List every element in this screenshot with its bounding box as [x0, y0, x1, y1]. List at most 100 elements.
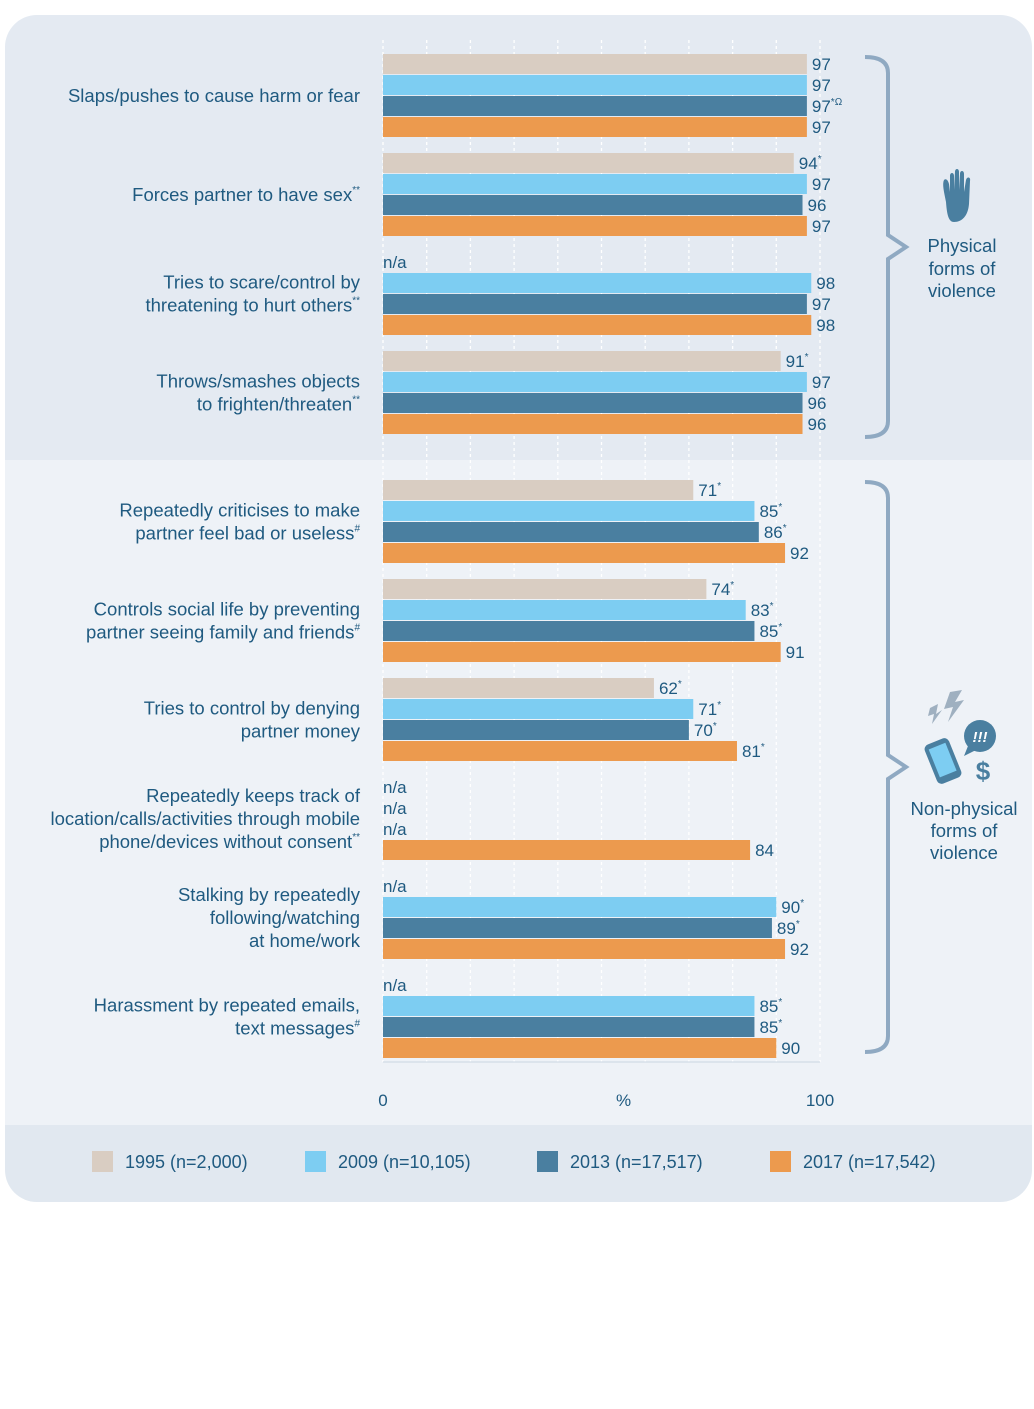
category-label: partner feel bad or useless#	[135, 523, 360, 544]
bar	[383, 174, 807, 194]
bar	[383, 621, 754, 641]
x-tick-label: 100	[806, 1091, 834, 1110]
bar	[383, 351, 781, 371]
bar	[383, 918, 772, 938]
svg-text:!!!: !!!	[973, 729, 988, 746]
bar	[383, 54, 807, 74]
value-label: 97	[812, 118, 831, 137]
value-label: 90	[781, 1039, 800, 1058]
value-label: 96	[808, 196, 827, 215]
x-tick-label: %	[616, 1091, 631, 1110]
legend-item	[770, 1151, 791, 1172]
legend-swatch	[770, 1151, 791, 1172]
bar	[383, 720, 689, 740]
category-label: Repeatedly keeps track of	[146, 785, 361, 806]
value-label: 97	[812, 217, 831, 236]
bar	[383, 294, 807, 314]
category-label: Throws/smashes objects	[156, 371, 360, 392]
value-label: 92	[790, 544, 809, 563]
bar	[383, 153, 794, 173]
bar	[383, 195, 803, 215]
value-label: n/a	[383, 877, 407, 896]
value-label: 91	[786, 643, 805, 662]
value-label: 97	[812, 76, 831, 95]
category-label: Stalking by repeatedly	[178, 884, 361, 905]
bar	[383, 414, 803, 434]
bar	[383, 741, 737, 761]
legend-item	[92, 1151, 113, 1172]
bar	[383, 96, 807, 116]
group-label: forms of	[929, 258, 997, 279]
legend-swatch	[305, 1151, 326, 1172]
value-label: 96	[808, 415, 827, 434]
value-label: 84	[755, 841, 774, 860]
bar	[383, 699, 693, 719]
category-group	[383, 897, 785, 959]
category-label: Forces partner to have sex**	[132, 184, 360, 205]
category-label: text messages#	[235, 1018, 360, 1039]
category-group	[383, 996, 776, 1058]
bar	[383, 600, 746, 620]
legend-item	[305, 1151, 326, 1172]
value-label: 97	[812, 373, 831, 392]
category-label: Harassment by repeated emails,	[94, 995, 360, 1016]
category-label: location/calls/activities through mobile	[50, 808, 360, 829]
group-label: violence	[930, 842, 998, 863]
bar	[383, 273, 811, 293]
bar	[383, 996, 754, 1016]
value-label: n/a	[383, 253, 407, 272]
bar	[383, 75, 807, 95]
value-label: n/a	[383, 820, 407, 839]
category-group	[383, 273, 811, 335]
category-label: partner seeing family and friends#	[86, 622, 360, 643]
category-label: to frighten/threaten**	[197, 394, 360, 415]
bar	[383, 216, 807, 236]
bar	[383, 117, 807, 137]
value-label: 96	[808, 394, 827, 413]
legend-swatch	[92, 1151, 113, 1172]
value-label: 97	[812, 295, 831, 314]
bar	[383, 939, 785, 959]
bar	[383, 1038, 776, 1058]
category-label: Controls social life by preventing	[94, 599, 360, 620]
category-label: Tries to scare/control by	[163, 272, 360, 293]
legend-label: 1995 (n=2,000)	[125, 1152, 248, 1172]
bar	[383, 579, 706, 599]
category-label: at home/work	[249, 930, 361, 951]
value-label: 98	[816, 316, 835, 335]
bar	[383, 543, 785, 563]
value-label: 97	[812, 55, 831, 74]
category-label: threatening to hurt others**	[145, 295, 360, 316]
group-label: forms of	[931, 820, 999, 841]
category-group	[383, 840, 750, 860]
group-label: violence	[928, 280, 996, 301]
bar	[383, 372, 807, 392]
category-label: partner money	[241, 721, 361, 742]
category-label: following/watching	[210, 907, 360, 928]
group-label: Physical	[928, 235, 997, 256]
category-label: phone/devices without consent**	[99, 831, 360, 852]
chart: Slaps/pushes to cause harm or fear979797…	[0, 0, 1034, 1409]
bar	[383, 840, 750, 860]
category-label: Repeatedly criticises to make	[119, 500, 360, 521]
value-label: n/a	[383, 976, 407, 995]
legend-label: 2017 (n=17,542)	[803, 1152, 936, 1172]
legend-label: 2013 (n=17,517)	[570, 1152, 703, 1172]
bar	[383, 315, 811, 335]
svg-text:$: $	[976, 756, 991, 786]
legend-swatch	[537, 1151, 558, 1172]
bar	[383, 897, 776, 917]
value-label: 97	[812, 175, 831, 194]
bar	[383, 501, 754, 521]
value-label: n/a	[383, 778, 407, 797]
bar	[383, 1017, 754, 1037]
value-label: 98	[816, 274, 835, 293]
bar	[383, 642, 781, 662]
legend-item	[537, 1151, 558, 1172]
bar	[383, 678, 654, 698]
bar	[383, 393, 803, 413]
value-label: n/a	[383, 799, 407, 818]
legend-label: 2009 (n=10,105)	[338, 1152, 471, 1172]
group-label: Non-physical	[911, 798, 1018, 819]
bar	[383, 522, 759, 542]
